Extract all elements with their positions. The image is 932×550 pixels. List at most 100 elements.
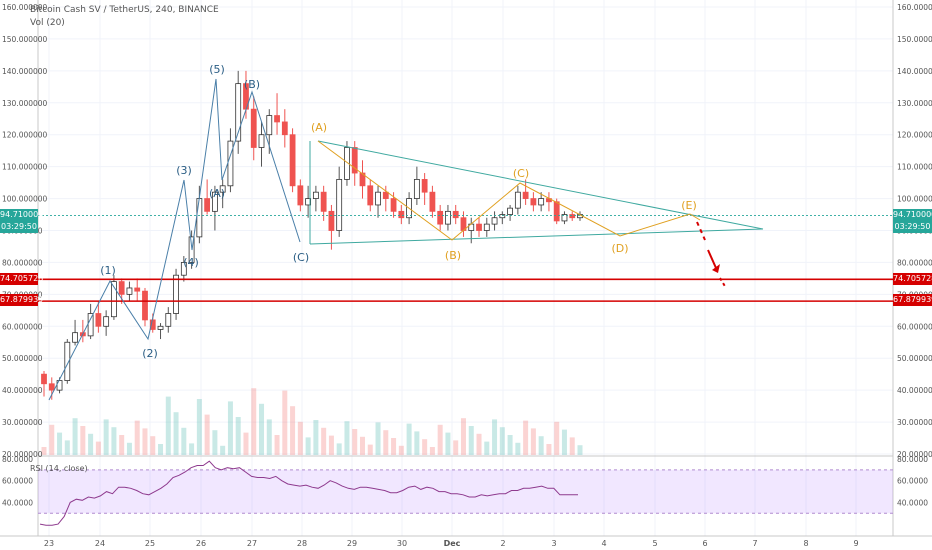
price-tick-label-left: 80.000000 [2, 258, 43, 267]
price-tick-label-right: 60.000000 [897, 322, 932, 331]
price-tick-label-right: 40.000000 [897, 386, 932, 395]
volume-bar [64, 440, 70, 455]
candle-body [507, 207, 513, 215]
rsi-tick-left: 80.0000 [2, 455, 33, 464]
triangle-wave-path [317, 140, 701, 241]
volume-bar [460, 418, 466, 455]
volume-bar [328, 435, 334, 455]
volume-bar [445, 432, 451, 455]
volume-bar [282, 390, 288, 455]
candle-body [258, 134, 265, 148]
candle-body [211, 191, 218, 212]
volume-bar [375, 422, 381, 455]
time-tick-label: 23 [44, 539, 54, 548]
time-tick-label: 5 [652, 539, 657, 548]
volume-bar [251, 388, 257, 455]
volume-indicator-label[interactable]: Vol (20) [30, 18, 65, 28]
volume-bar [383, 430, 389, 455]
price-tick-label-right: 100.000000 [897, 195, 932, 204]
wave-label-blue: (B) [244, 78, 260, 91]
volume-bar [554, 421, 560, 455]
candle-body [429, 191, 436, 212]
price-tick-label-left: 140.000000 [2, 67, 48, 76]
candle-body [165, 313, 172, 327]
volume-bar [523, 420, 529, 455]
candle-body [483, 223, 490, 231]
price-tick-label-right: 120.000000 [897, 131, 932, 140]
candle-body [491, 217, 498, 225]
candles [41, 70, 583, 400]
volume-bar [406, 423, 412, 455]
candle-body [289, 134, 296, 187]
volume-bar [507, 435, 513, 455]
time-tick-label: 29 [347, 539, 357, 548]
volume-bar [220, 445, 226, 455]
candle-body [180, 262, 187, 276]
candle-body [569, 214, 576, 219]
volume-bar [227, 401, 233, 455]
volume-bar [49, 424, 55, 455]
right-level1-tag: 74.705728 [893, 273, 932, 285]
volume-bar [499, 427, 505, 455]
price-tick-label-left: 150.000000 [2, 35, 48, 44]
time-tick-label: Dec [444, 539, 461, 548]
candle-body [87, 313, 94, 337]
volume-bar [158, 444, 164, 455]
volume-bar [165, 396, 171, 455]
time-tick-label: 7 [752, 539, 757, 548]
volume-bar [468, 426, 474, 455]
candle-body [281, 121, 288, 136]
volume-bar [41, 447, 47, 455]
volume-bar [538, 436, 544, 455]
volume-bar [414, 431, 420, 455]
left-level2-tag: 67.879939 [0, 294, 44, 306]
price-tick-label-left: 130.000000 [2, 99, 48, 108]
volume-bar [150, 436, 156, 455]
volume-bar [111, 427, 117, 455]
candle-body [413, 179, 420, 199]
volume-bar [243, 432, 249, 455]
volume-bar [204, 414, 210, 455]
candle-body [320, 191, 327, 212]
candle-body [421, 179, 428, 193]
candle-body [398, 210, 405, 219]
candle-body [312, 191, 319, 199]
time-tick-label: 26 [196, 539, 206, 548]
price-tick-label-left: 20.000000 [2, 450, 43, 459]
candle-body [173, 274, 179, 314]
candle-body [351, 147, 358, 174]
candle-body [437, 210, 444, 225]
wave-label-blue: (2) [142, 347, 158, 360]
volume-bar [422, 439, 428, 455]
rsi-tick-left: 40.0000 [2, 498, 33, 507]
volume-bar [290, 406, 296, 455]
volume-bar [80, 426, 86, 455]
candle-body [134, 287, 141, 292]
symbol-title[interactable]: Bitcoin Cash SV / TetherUS, 240, BINANCE [30, 5, 219, 15]
wave-label-blue: (1) [100, 264, 116, 277]
volume-bar [305, 437, 311, 455]
rsi-tick-left: 60.0000 [2, 477, 33, 486]
rsi-tick-right: 40.0000 [897, 498, 928, 507]
time-tick-label: 9 [853, 539, 858, 548]
candle-body [445, 210, 451, 225]
volume-bar [398, 445, 404, 455]
time-tick-label: 3 [551, 539, 556, 548]
candle-body [274, 115, 280, 123]
volume-bar [336, 443, 342, 455]
right-countdown-tag: 03:29:50 [893, 221, 932, 233]
volume-bar [142, 428, 148, 455]
price-tick-label-right: 80.000000 [897, 258, 932, 267]
candle-body [41, 373, 47, 385]
wave-label-orange: (D) [611, 242, 628, 255]
candle-body [452, 210, 459, 219]
price-tick-label-right: 130.000000 [897, 99, 932, 108]
candle-body [305, 198, 312, 206]
price-tick-label-right: 20.000000 [897, 450, 932, 459]
candle-body [297, 185, 304, 206]
time-tick-label: 2 [500, 539, 505, 548]
candle-body [530, 198, 537, 206]
volume-bar [57, 432, 63, 455]
candle-body [538, 198, 545, 206]
